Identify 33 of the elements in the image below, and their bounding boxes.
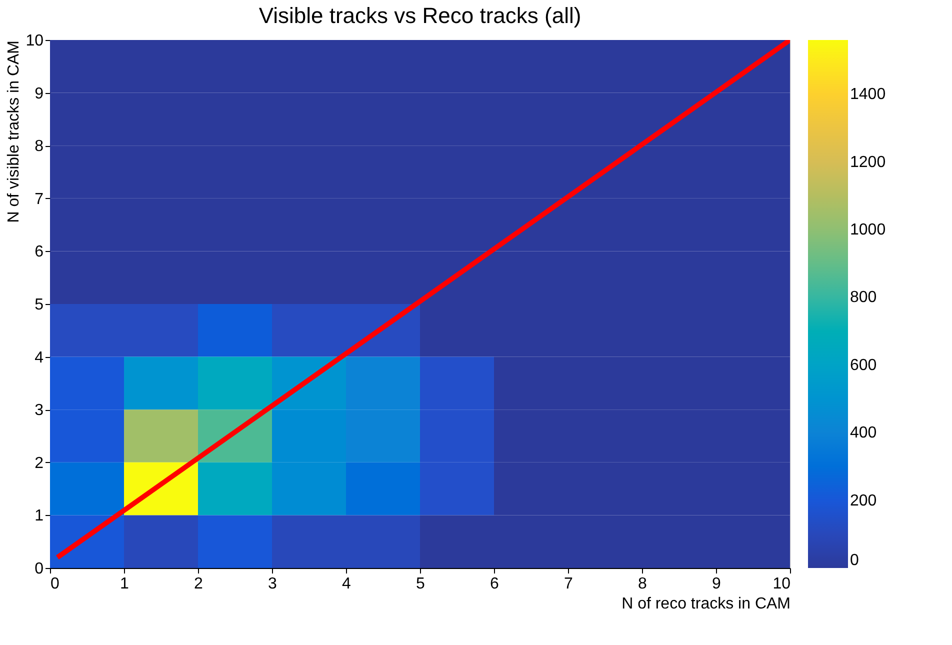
y-tick-label: 7 bbox=[34, 190, 44, 208]
x-tick-label: 6 bbox=[490, 576, 500, 592]
x-tick-label: 8 bbox=[638, 576, 648, 592]
y-axis-title: N of visible tracks in CAM bbox=[6, 40, 23, 223]
y-tick-label: 1 bbox=[34, 508, 44, 525]
x-tick-label: 4 bbox=[342, 576, 352, 592]
x-tick-label: 2 bbox=[194, 576, 204, 592]
y-tick-label: 3 bbox=[34, 402, 44, 420]
color-bar-label: 1400 bbox=[850, 86, 886, 104]
y-tick-label: 6 bbox=[34, 244, 44, 261]
x-tick-label: 9 bbox=[712, 576, 722, 592]
y-tick-label: 4 bbox=[34, 349, 44, 366]
x-tick-label: 5 bbox=[416, 576, 426, 592]
color-bar-label: 0 bbox=[850, 552, 859, 569]
color-bar-label: 1000 bbox=[850, 222, 886, 239]
color-bar-label: 800 bbox=[850, 289, 877, 306]
y-tick-label: 0 bbox=[34, 560, 44, 578]
color-bar-label: 1200 bbox=[850, 154, 886, 171]
y-tick-label: 8 bbox=[34, 138, 44, 156]
x-tick-label: 10 bbox=[772, 576, 791, 592]
x-tick-label: 7 bbox=[564, 576, 574, 592]
y-tick-label: 9 bbox=[34, 85, 44, 102]
x-axis-title: N of reco tracks in CAM bbox=[622, 596, 790, 612]
x-tick-label: 1 bbox=[120, 576, 130, 592]
x-tick-label: 0 bbox=[50, 576, 60, 592]
color-bar-label: 600 bbox=[850, 356, 877, 374]
y-tick-label: 5 bbox=[34, 296, 44, 314]
x-tick-label: 3 bbox=[268, 576, 278, 592]
color-bar-label: 200 bbox=[850, 492, 877, 510]
chart-title: Visible tracks vs Reco tracks (all) bbox=[258, 3, 582, 28]
y-tick-label: 10 bbox=[26, 32, 44, 50]
y-tick-label: 2 bbox=[34, 454, 44, 472]
color-bar-label: 400 bbox=[850, 424, 877, 442]
